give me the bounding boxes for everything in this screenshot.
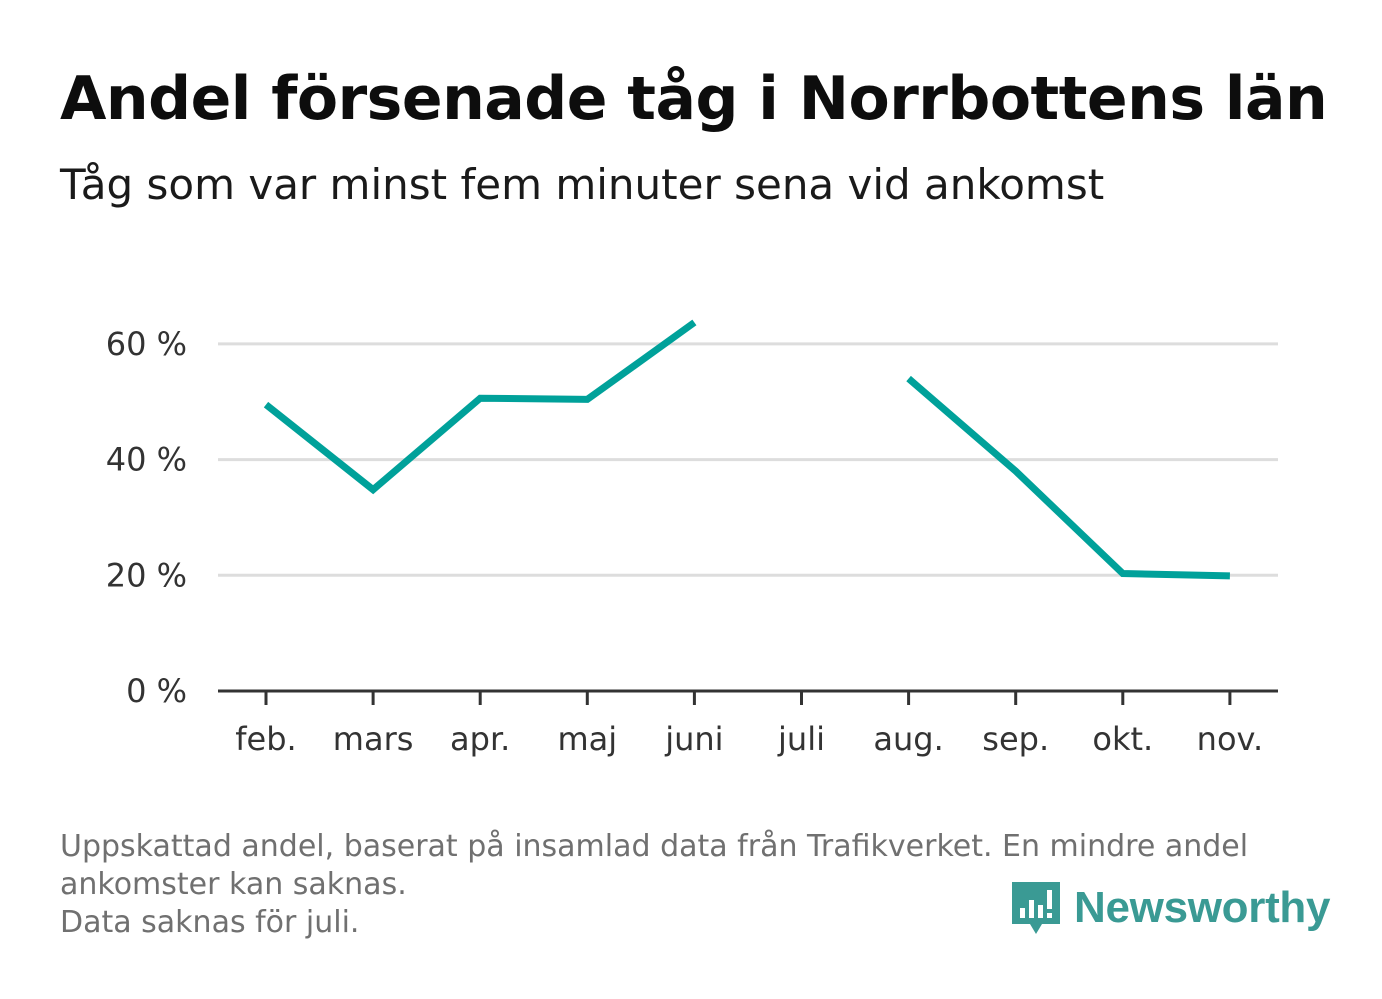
line-chart: 0 % 20 % 40 % 60 % feb. mars apr. maj juni juli a… [106,319,1278,758]
x-tick-label: juli [777,720,825,758]
y-tick-label: 60 % [106,325,187,363]
footnote-line: Uppskattad andel, baserat på insamlad da… [60,829,1249,864]
x-tick-label: mars [333,720,414,758]
newsworthy-logo: Newsworthy [1010,878,1330,938]
footnote-line: Data saknas för juli. [60,905,360,940]
x-tick-label: maj [557,720,617,758]
logo-text: Newsworthy [1074,883,1331,932]
chart-subtitle: Tåg som var minst fem minuter sena vid a… [60,160,1105,209]
x-tick-label: juni [664,720,723,758]
footnote-line: ankomster kan saknas. [60,867,407,902]
series-lines [263,319,1230,580]
y-tick-label: 40 % [106,441,187,479]
series-line [906,375,1230,580]
newsworthy-chart-bubble-icon [1012,882,1060,934]
y-axis-ticks: 0 % 20 % 40 % 60 % [106,325,187,710]
x-tick-label: okt. [1092,720,1153,758]
gridlines [218,342,1278,577]
x-tick-label: aug. [873,720,943,758]
y-tick-label: 0 % [126,672,187,710]
x-tick-label: nov. [1197,720,1263,758]
x-axis-ticks: feb. mars apr. maj juni juli aug. sep. okt. nov. [235,691,1263,758]
x-tick-label: sep. [982,720,1049,758]
series-line [263,319,697,495]
x-tick-label: apr. [450,720,510,758]
footnote: Uppskattad andel, baserat på insamlad da… [60,828,1320,942]
x-tick-label: feb. [235,720,296,758]
y-tick-label: 20 % [106,556,187,594]
chart-title: Andel försenade tåg i Norrbottens län [60,64,1328,134]
